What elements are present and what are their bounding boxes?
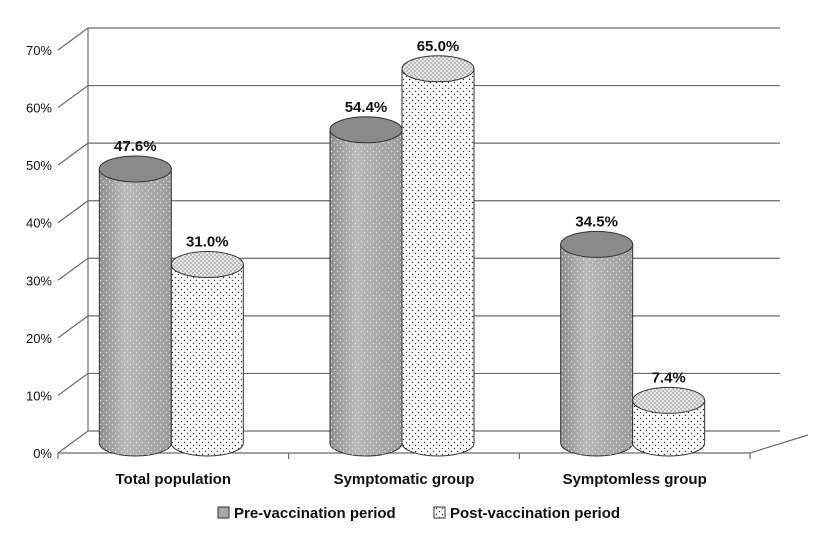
data-label: 47.6% [114,138,157,155]
bar-top [560,230,634,258]
y-tick-label: 30% [26,273,52,288]
category-label: Symptomatic group [334,471,475,488]
y-tick-label: 40% [26,216,52,231]
gridline [57,142,780,166]
data-label: 34.5% [575,213,618,230]
gridlines [57,27,809,459]
gridline [57,257,780,281]
bar-top [329,116,403,144]
legend-swatch-texture [434,507,445,518]
bar-texture [402,68,474,457]
bars [98,55,706,457]
bar-texture [632,400,705,456]
floor-right-edge [749,434,809,454]
bar-top [98,155,172,183]
bar-top-texture [171,251,244,278]
legend-label: Pre-vaccination period [234,505,396,522]
gridline [57,200,780,224]
data-label: 65.0% [417,38,460,55]
bar-texture [560,244,633,456]
bar-pre-2 [560,230,634,457]
data-label: 31.0% [186,234,229,251]
bar-pre-0 [98,155,172,457]
y-tick-label: 10% [26,388,52,403]
data-label: 54.4% [345,99,388,116]
bar-texture [171,264,244,456]
legend-label: Post-vaccination period [450,505,620,522]
bar-top-texture [632,387,705,414]
y-axis: 0% 10% 20% 30% 40% 50% 60% 70% [26,43,52,461]
bar-post-0 [170,251,244,457]
legend-swatch-pre [217,506,230,519]
gridline [57,315,780,339]
bar-pre-1 [329,116,403,457]
y-tick-label: 0% [33,446,52,461]
gridline [57,430,780,454]
bar-top-texture [402,55,474,82]
y-tick-label: 50% [26,158,52,173]
y-tick-label: 60% [26,101,52,116]
bar-texture [99,168,172,456]
gridline [57,27,780,51]
data-labels: 47.6% 31.0% 54.4% 65.0% 34.5% 7.4% [114,38,686,387]
gridline [57,84,780,109]
y-tick-label: 20% [26,331,52,346]
category-label: Symptomless group [563,471,707,488]
bar-post-2 [632,386,706,457]
gridline [57,372,780,396]
category-label: Total population [116,471,232,488]
bar-texture [330,129,402,456]
y-tick-label: 70% [26,43,52,58]
data-label: 7.4% [652,369,686,386]
legend: Pre-vaccination period Post-vaccination p… [217,505,620,522]
bar-post-1 [401,55,475,457]
category-labels: Total population Symptomatic group Symptom… [116,471,707,488]
